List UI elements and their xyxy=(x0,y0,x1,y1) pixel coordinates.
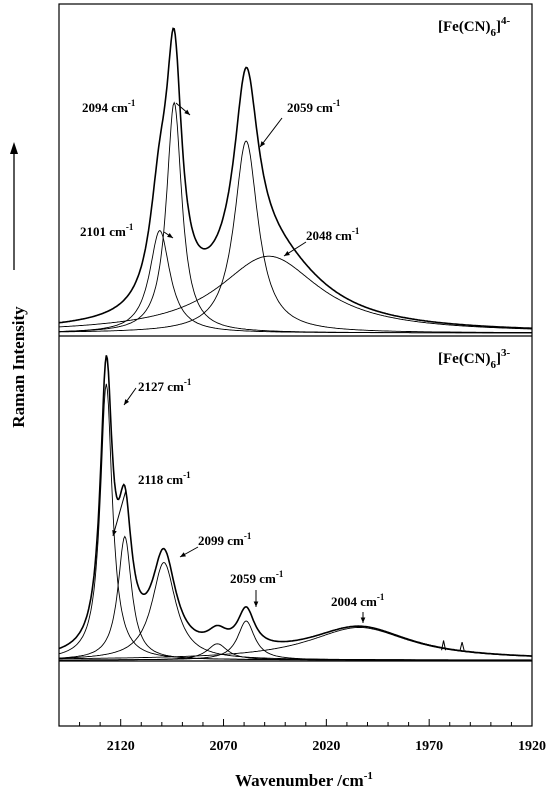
annotation-2118-b: 2118 cm-1 xyxy=(138,470,191,487)
annotation-arrowhead-2004 xyxy=(360,617,366,623)
annotation-arrowhead-2099 xyxy=(180,552,186,557)
top-component-2059 xyxy=(59,140,532,333)
noise-spike-0 xyxy=(441,640,447,651)
y-axis-label: Raman Intensity xyxy=(9,306,28,428)
top-component-2048 xyxy=(58,255,532,330)
noise-spike-1 xyxy=(459,642,465,651)
bottom-panel-title: [Fe(CN)6]3- xyxy=(438,347,510,371)
x-tick-label-2070: 2070 xyxy=(210,739,238,754)
bottom-component-2059 xyxy=(59,620,532,661)
x-tick-label-1920: 1920 xyxy=(518,739,546,754)
top-envelope xyxy=(58,27,532,329)
annotation-2101-t: 2101 cm-1 xyxy=(80,222,134,239)
bottom-panel-curves xyxy=(58,355,533,661)
x-tick-label-2120: 2120 xyxy=(107,739,135,754)
annotation-2059-b: 2059 cm-1 xyxy=(230,569,284,586)
peak-annotations: 2094 cm-1 2059 cm-1 2101 cm-1 2048 cm-1 2127… xyxy=(80,98,385,623)
annotation-2099-b: 2099 cm-1 xyxy=(198,531,252,548)
x-tick-label-1970: 1970 xyxy=(415,739,443,754)
bottom-component-2118 xyxy=(58,535,532,661)
top-component-2101 xyxy=(59,230,532,334)
top-panel-curves xyxy=(58,27,532,334)
annotation-2048-t: 2048 cm-1 xyxy=(306,226,360,243)
annotation-2004-b: 2004 cm-1 xyxy=(331,592,385,609)
top-panel-title: [Fe(CN)6]4- xyxy=(438,15,510,39)
bottom-envelope xyxy=(58,355,533,657)
top-component-2094 xyxy=(59,101,532,334)
plot-frame xyxy=(58,3,533,727)
x-tick-label-2020: 2020 xyxy=(312,739,340,754)
annotation-arrowhead-2059 xyxy=(253,601,259,607)
annotation-arrowhead-2059 xyxy=(260,141,266,147)
annotation-arrow-2059 xyxy=(259,117,283,148)
y-axis-arrowhead xyxy=(10,142,18,154)
annotation-arrowhead-2048 xyxy=(284,251,290,256)
annotation-arrowhead-2127 xyxy=(124,399,130,405)
annotation-arrowhead-2118 xyxy=(112,530,117,536)
annotation-2127-b: 2127 cm-1 xyxy=(138,377,192,394)
x-axis-ticks xyxy=(58,719,533,726)
annotation-arrow-2118 xyxy=(112,489,127,537)
x-axis-label: Wavenumber /cm-1 xyxy=(235,770,373,790)
x-axis-tick-labels: 2120 2070 2020 1970 1920 xyxy=(107,739,546,754)
annotation-arrowhead-2094 xyxy=(184,109,190,115)
annotation-arrowhead-2101 xyxy=(167,232,173,238)
bottom-component-2004 xyxy=(59,627,532,660)
annotation-2059-t: 2059 cm-1 xyxy=(287,98,341,115)
annotation-2094-t: 2094 cm-1 xyxy=(82,98,136,115)
